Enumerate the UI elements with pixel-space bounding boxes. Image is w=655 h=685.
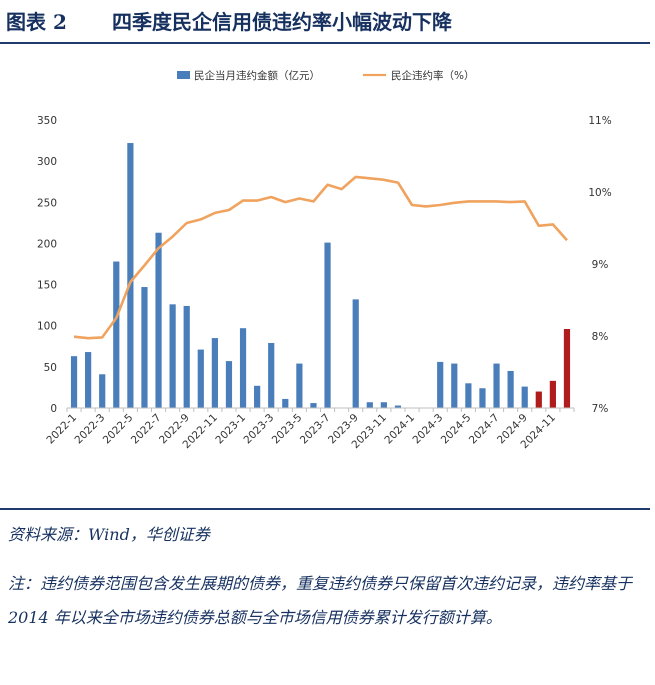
x-tick-label-2022-5: 2022-5 (101, 412, 136, 447)
y-left-tick-150: 150 (37, 280, 57, 292)
bar-2024-7 (493, 363, 500, 408)
y-right-axis: 7% 8% 9% 10% 11% (588, 115, 611, 415)
x-tick-label-2024-5: 2024-5 (439, 412, 474, 447)
y-left-tick-50: 50 (44, 362, 57, 374)
bar-2022-11 (211, 338, 218, 408)
x-tick-label-2023-3: 2023-3 (242, 412, 277, 447)
bar-2022-2 (85, 352, 92, 408)
header-rule (0, 42, 650, 44)
x-tick-label-2024-3: 2024-3 (411, 412, 446, 447)
y-right-tick-9: 9% (592, 259, 609, 271)
bar-2023-1 (239, 328, 247, 408)
y-right-tick-8: 8% (592, 331, 609, 343)
bar-2022-7 (155, 232, 162, 408)
note-text: 注：违约债券范围包含发生展期的债券，重复违约债券只保留首次违约记录，违约率基于2… (8, 574, 633, 627)
x-tick-label-2024-1: 2024-1 (382, 412, 417, 447)
bar-2022-8 (169, 304, 176, 408)
bar-2024-6 (479, 388, 486, 408)
bar-2023-5 (296, 363, 303, 408)
y-left-tick-350: 350 (37, 115, 57, 127)
legend-bar-swatch (177, 71, 190, 79)
figure-label: 图表 2 (6, 10, 67, 34)
legend-bar-label: 民企当月违约金额（亿元） (194, 69, 320, 82)
bar-2022-10 (197, 349, 204, 408)
bar-2024-3 (437, 361, 444, 408)
bar-2023-2 (254, 385, 261, 408)
bar-series (70, 143, 571, 408)
y-left-tick-100: 100 (37, 321, 57, 333)
bar-2022-12 (225, 361, 233, 408)
y-left-tick-300: 300 (37, 156, 57, 168)
default-rate-line (73, 175, 568, 340)
footer-rule (0, 508, 650, 510)
x-tick-label-2022-3: 2022-3 (73, 412, 108, 447)
bar-2024-9 (521, 386, 528, 408)
bar-2023-3 (268, 342, 275, 408)
bar-2023-9 (352, 299, 359, 408)
figure-header: 图表 2 四季度民企信用债违约率小幅波动下降 (0, 0, 655, 46)
y-right-tick-7: 7% (592, 403, 609, 415)
y-right-tick-10: 10% (588, 187, 611, 199)
x-axis: 2022-12022-32022-52022-72022-92022-11202… (44, 407, 575, 451)
bar-2022-3 (99, 374, 106, 408)
bar-2023-6 (310, 403, 317, 408)
x-tick-label-2024-7: 2024-7 (467, 412, 502, 447)
bar-2022-6 (141, 287, 148, 408)
y-left-tick-250: 250 (37, 197, 57, 209)
legend-line-label: 民企违约率（%） (391, 69, 474, 82)
bar-2024-11 (549, 380, 556, 408)
bar-2024-4 (451, 363, 458, 408)
y-left-tick-0: 0 (50, 403, 57, 415)
y-left-axis: 0 50 100 150 200 250 300 350 (37, 115, 57, 415)
figure-title: 四季度民企信用债违约率小幅波动下降 (112, 10, 452, 34)
bar-2022-5 (127, 143, 134, 408)
bar-2022-1 (70, 356, 78, 408)
x-tick-label-2023-7: 2023-7 (298, 412, 333, 447)
y-left-tick-200: 200 (37, 238, 57, 250)
x-tick-label-2022-1: 2022-1 (44, 412, 79, 447)
source-text: 资料来源：Wind，华创证券 (8, 525, 210, 544)
bar-2023-7 (324, 242, 331, 408)
bar-2024-8 (507, 370, 514, 408)
bar-2024-5 (465, 383, 472, 408)
x-tick-label-2023-5: 2023-5 (270, 412, 305, 447)
bar-2022-4 (113, 261, 120, 408)
bar-2023-11 (380, 402, 387, 408)
y-right-tick-11: 11% (588, 115, 611, 127)
bar-2024-10 (535, 391, 542, 408)
chart: 民企当月违约金额（亿元） 民企违约率（%） 0 50 100 150 200 250 300… (37, 69, 612, 451)
line-series (73, 175, 568, 340)
bar-2023-12 (394, 405, 402, 408)
x-tick-label-2023-1: 2023-1 (213, 412, 248, 447)
legend: 民企当月违约金额（亿元） 民企违约率（%） (177, 69, 474, 82)
bar-2024-12 (563, 329, 571, 408)
x-tick-label-2022-7: 2022-7 (129, 412, 164, 447)
bar-2023-4 (282, 398, 289, 408)
bar-2023-10 (366, 402, 373, 408)
bar-2022-9 (183, 305, 190, 408)
